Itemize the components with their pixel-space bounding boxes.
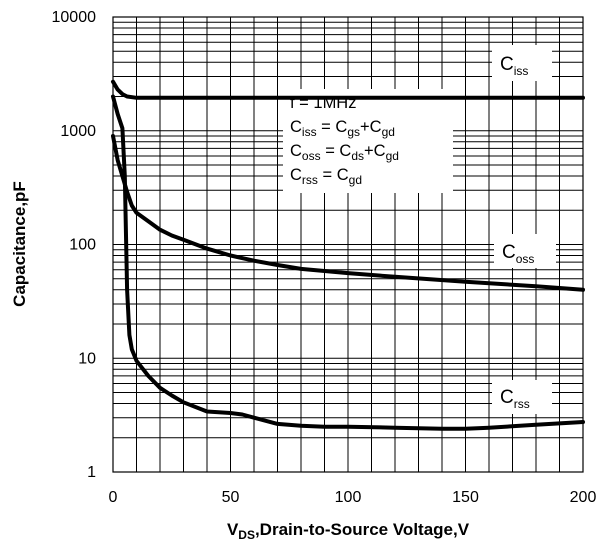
coss-label: Coss xyxy=(502,242,534,266)
y-tick-label: 1000 xyxy=(60,123,96,140)
y-tick-label: 1 xyxy=(87,464,96,481)
crss-curve xyxy=(111,94,585,431)
x-tick-label: 0 xyxy=(109,489,118,506)
y-tick-label: 100 xyxy=(69,237,96,254)
crss-label: Crss xyxy=(500,387,530,411)
ciss-curve xyxy=(111,79,585,100)
annotation-block: f = 1MHz Ciss = Cgs+Cgd Coss = Cds+Cgd Crss… xyxy=(290,94,399,187)
ciss-label: Ciss xyxy=(500,54,528,78)
series-curves xyxy=(111,79,585,431)
annotation-line: Crss = Cgd xyxy=(290,166,362,187)
x-tick-label: 200 xyxy=(570,489,597,506)
series-labels: Ciss Coss Crss xyxy=(500,54,534,411)
y-tick-label: 10 xyxy=(78,350,96,367)
plot-frame xyxy=(112,16,584,473)
ciss-label-bg xyxy=(492,45,552,81)
annotation-line: Coss = Cds+Cgd xyxy=(290,142,399,163)
coss-label-bg xyxy=(494,234,556,268)
x-tick-label: 150 xyxy=(452,489,479,506)
label-backgrounds xyxy=(283,45,556,414)
annotation-line: Ciss = Cgs+Cgd xyxy=(290,118,395,139)
y-axis-label: Capacitance,pF xyxy=(10,181,29,307)
coss-curve xyxy=(111,134,585,292)
tick-labels: 0 50 100 150 200 1 10 100 1000 10000 xyxy=(52,9,597,506)
x-axis-label: VDS,Drain-to-Source Voltage,V xyxy=(227,520,470,542)
annotation-line: f = 1MHz xyxy=(290,94,356,112)
x-tick-label: 50 xyxy=(222,489,240,506)
annotation-bg xyxy=(283,89,453,193)
crss-label-bg xyxy=(492,380,552,414)
x-tick-label: 100 xyxy=(335,489,362,506)
y-tick-label: 10000 xyxy=(52,9,97,26)
